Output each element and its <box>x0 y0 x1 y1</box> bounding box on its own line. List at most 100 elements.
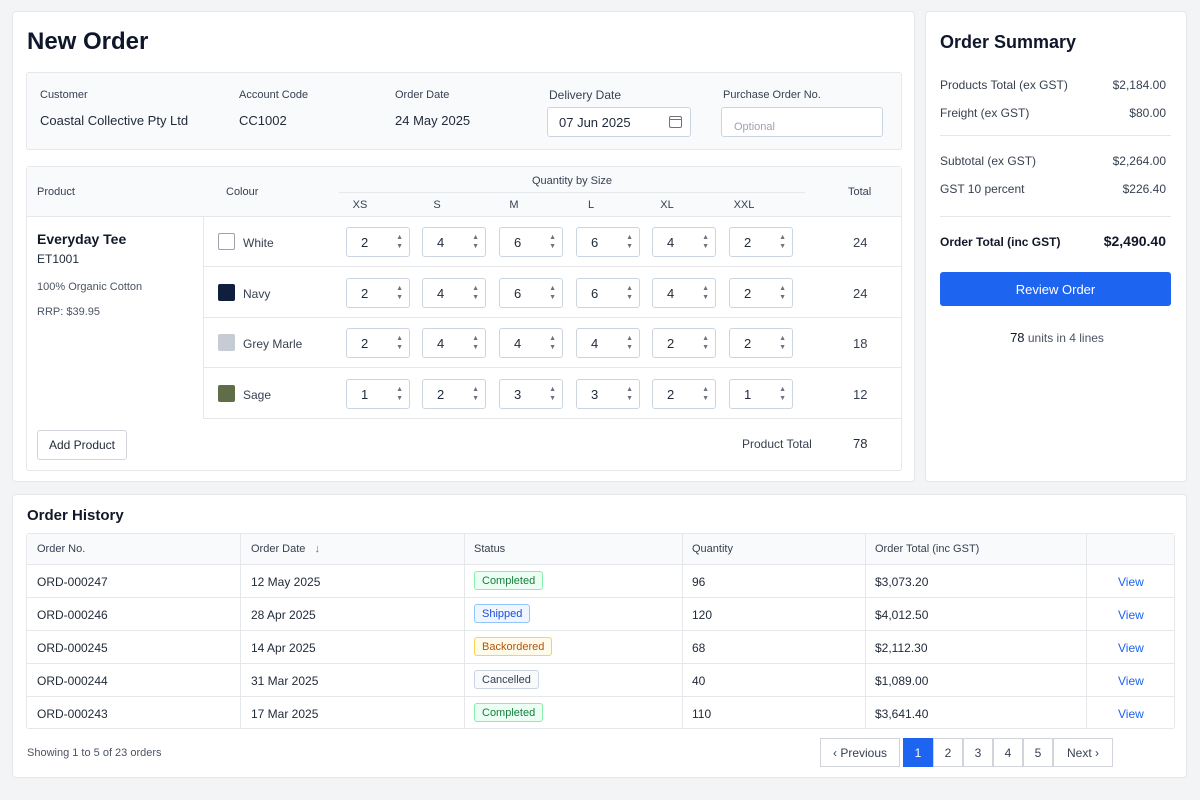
view-link[interactable]: View <box>1118 608 1144 622</box>
stepper-arrows-icon[interactable]: ▲ ▼ <box>779 284 786 301</box>
page-button[interactable]: 5 <box>1023 738 1053 767</box>
units-text: units in 4 lines <box>1027 331 1104 345</box>
quantity-stepper[interactable]: 6 ▲ ▼ <box>499 277 563 308</box>
stepper-arrows-icon[interactable]: ▲ ▼ <box>779 234 786 250</box>
units-count: 78 <box>1010 330 1025 345</box>
product-rrp: RRP: $39.95 <box>37 306 100 318</box>
order-total: $3,641.40 <box>875 707 929 721</box>
stepper-arrows-icon[interactable]: ▲ ▼ <box>702 385 709 402</box>
order-date-label: Order Date <box>395 89 450 101</box>
order-total-label: Order Total (inc GST) <box>940 235 1061 249</box>
po-number-input[interactable] <box>721 107 883 137</box>
stepper-arrows-icon[interactable]: ▲ ▼ <box>396 284 403 301</box>
view-link[interactable]: View <box>1118 707 1144 721</box>
stepper-arrows-icon[interactable]: ▲ ▼ <box>472 284 479 301</box>
quantity-stepper[interactable]: 1 ▲ ▼ <box>346 378 410 409</box>
column-divider <box>1086 534 1087 728</box>
order-date-header[interactable]: Order Date ↓ <box>251 534 320 564</box>
quantity-stepper[interactable]: 2 ▲ ▼ <box>346 328 410 358</box>
view-link[interactable]: View <box>1118 674 1144 688</box>
quantity-stepper[interactable]: 2 ▲ ▼ <box>729 227 793 257</box>
quantity-stepper[interactable]: 2 ▲ ▼ <box>652 328 716 358</box>
stepper-arrows-icon[interactable]: ▲ ▼ <box>702 335 709 351</box>
quantity-stepper[interactable]: 6 ▲ ▼ <box>576 277 640 308</box>
size-header-divider <box>339 192 805 193</box>
quantity-stepper[interactable]: 4 ▲ ▼ <box>422 277 486 308</box>
quantity-stepper[interactable]: 3 ▲ ▼ <box>499 378 563 409</box>
quantity-header[interactable]: Quantity <box>692 543 733 555</box>
page-button[interactable]: 4 <box>993 738 1023 767</box>
previous-page-button[interactable]: ‹ Previous <box>820 738 900 767</box>
stepper-arrows-icon[interactable]: ▲ ▼ <box>549 335 556 351</box>
stepper-arrows-icon[interactable]: ▲ ▼ <box>396 234 403 250</box>
status-header[interactable]: Status <box>474 543 506 555</box>
account-code-value: CC1002 <box>239 113 287 128</box>
colour-name: Navy <box>243 286 271 301</box>
next-page-button[interactable]: Next › <box>1053 738 1113 767</box>
stepper-arrows-icon[interactable]: ▲ ▼ <box>396 335 403 351</box>
quantity-value: 3 <box>514 386 522 402</box>
quantity-stepper[interactable]: 4 ▲ ▼ <box>576 328 640 358</box>
quantity-stepper[interactable]: 2 ▲ ▼ <box>346 277 410 308</box>
summary-divider <box>940 135 1171 136</box>
page-button[interactable]: 1 <box>903 738 933 767</box>
stepper-arrows-icon[interactable]: ▲ ▼ <box>549 234 556 250</box>
quantity-stepper[interactable]: 6 ▲ ▼ <box>499 227 563 257</box>
colour-swatch <box>218 334 235 351</box>
quantity-stepper[interactable]: 1 ▲ ▼ <box>729 378 793 409</box>
quantity-stepper[interactable]: 2 ▲ ▼ <box>346 227 410 257</box>
quantity-value: 2 <box>361 285 369 301</box>
order-total: $1,089.00 <box>875 674 929 688</box>
stepper-arrows-icon[interactable]: ▲ ▼ <box>472 234 479 250</box>
stepper-arrows-icon[interactable]: ▲ ▼ <box>626 385 633 402</box>
stepper-arrows-icon[interactable]: ▲ ▼ <box>472 335 479 351</box>
stepper-arrows-icon[interactable]: ▲ ▼ <box>396 385 403 402</box>
quantity-stepper[interactable]: 4 ▲ ▼ <box>422 227 486 257</box>
page-button[interactable]: 2 <box>933 738 963 767</box>
order-no-header[interactable]: Order No. <box>37 543 86 555</box>
stepper-arrows-icon[interactable]: ▲ ▼ <box>626 335 633 351</box>
order-date: 28 Apr 2025 <box>251 608 316 622</box>
stepper-arrows-icon[interactable]: ▲ ▼ <box>702 234 709 250</box>
quantity-stepper[interactable]: 3 ▲ ▼ <box>576 378 640 409</box>
quantity-stepper[interactable]: 2 ▲ ▼ <box>729 328 793 358</box>
quantity-stepper[interactable]: 4 ▲ ▼ <box>422 328 486 358</box>
size-header: M <box>509 199 519 211</box>
view-link[interactable]: View <box>1118 641 1144 655</box>
quantity-value: 2 <box>744 336 752 351</box>
order-header-fields: Customer Coastal Collective Pty Ltd Acco… <box>26 72 902 150</box>
size-header: L <box>587 199 595 211</box>
order-date-value: 24 May 2025 <box>395 113 471 128</box>
calendar-icon[interactable] <box>669 116 682 128</box>
product-material: 100% Organic Cotton <box>37 281 143 293</box>
review-order-button[interactable]: Review Order <box>940 272 1171 306</box>
quantity-stepper[interactable]: 4 ▲ ▼ <box>652 227 716 257</box>
order-total-header[interactable]: Order Total (inc GST) <box>875 543 980 555</box>
view-link[interactable]: View <box>1118 575 1144 589</box>
status-badge: Completed <box>474 571 544 590</box>
colour-swatch <box>218 233 235 250</box>
quantity-stepper[interactable]: 2 ▲ ▼ <box>652 378 716 409</box>
colour-swatch <box>218 384 235 402</box>
delivery-date-input[interactable]: 07 Jun 2025 <box>547 107 691 137</box>
stepper-arrows-icon[interactable]: ▲ ▼ <box>779 335 786 351</box>
page-button[interactable]: 3 <box>963 738 993 767</box>
quantity-stepper[interactable]: 2 ▲ ▼ <box>422 378 486 409</box>
stepper-arrows-icon[interactable]: ▲ ▼ <box>549 385 556 402</box>
quantity-stepper[interactable]: 4 ▲ ▼ <box>499 328 563 358</box>
order-number: ORD-000247 <box>37 575 108 589</box>
product-code: ET1001 <box>37 252 80 266</box>
stepper-arrows-icon[interactable]: ▲ ▼ <box>549 284 556 301</box>
row-total: 12 <box>853 386 868 402</box>
stepper-arrows-icon[interactable]: ▲ ▼ <box>626 234 633 250</box>
order-quantity: 68 <box>692 641 706 655</box>
stepper-arrows-icon[interactable]: ▲ ▼ <box>779 385 786 402</box>
add-product-button[interactable]: Add Product <box>37 430 127 460</box>
quantity-value: 3 <box>591 386 599 402</box>
quantity-stepper[interactable]: 4 ▲ ▼ <box>652 277 716 308</box>
stepper-arrows-icon[interactable]: ▲ ▼ <box>472 385 479 402</box>
stepper-arrows-icon[interactable]: ▲ ▼ <box>626 284 633 301</box>
stepper-arrows-icon[interactable]: ▲ ▼ <box>702 284 709 301</box>
quantity-stepper[interactable]: 6 ▲ ▼ <box>576 227 640 257</box>
quantity-stepper[interactable]: 2 ▲ ▼ <box>729 277 793 308</box>
